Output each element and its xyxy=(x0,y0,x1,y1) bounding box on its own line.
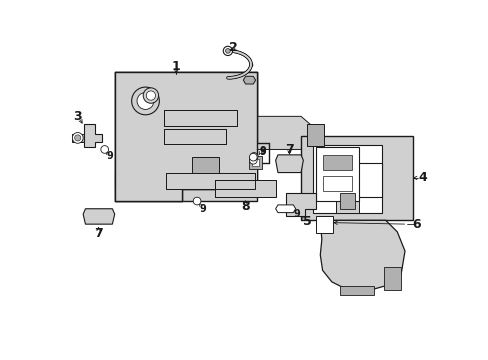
Bar xyxy=(163,110,237,126)
Circle shape xyxy=(146,91,155,100)
Bar xyxy=(166,172,254,189)
Polygon shape xyxy=(115,72,257,201)
Text: 9: 9 xyxy=(106,152,113,161)
Text: 4: 4 xyxy=(417,171,426,184)
Polygon shape xyxy=(335,163,381,213)
Text: 9: 9 xyxy=(259,147,265,157)
Bar xyxy=(191,157,218,172)
Text: 7: 7 xyxy=(94,227,102,240)
Circle shape xyxy=(249,156,257,164)
Polygon shape xyxy=(275,155,303,172)
Text: 3: 3 xyxy=(73,110,82,123)
Polygon shape xyxy=(312,145,381,213)
Polygon shape xyxy=(285,193,316,216)
Text: 2: 2 xyxy=(228,41,237,54)
Bar xyxy=(249,156,261,169)
Bar xyxy=(306,124,324,145)
Bar xyxy=(163,130,225,144)
Circle shape xyxy=(131,87,159,115)
Circle shape xyxy=(225,49,230,53)
Circle shape xyxy=(75,135,81,141)
Bar xyxy=(214,180,276,197)
Circle shape xyxy=(101,145,108,153)
Bar xyxy=(339,193,354,209)
Text: 6: 6 xyxy=(411,218,420,231)
Bar xyxy=(166,172,254,189)
Text: 8: 8 xyxy=(241,200,249,213)
Polygon shape xyxy=(115,172,162,189)
Text: 9: 9 xyxy=(199,204,205,214)
Bar xyxy=(322,155,351,170)
Text: 1: 1 xyxy=(172,60,180,73)
Polygon shape xyxy=(84,124,102,147)
Text: 9: 9 xyxy=(259,146,265,156)
Circle shape xyxy=(193,197,201,205)
Polygon shape xyxy=(320,220,404,291)
Text: 7: 7 xyxy=(285,143,293,156)
Circle shape xyxy=(137,93,154,109)
Polygon shape xyxy=(257,116,312,149)
Circle shape xyxy=(249,153,257,161)
Bar xyxy=(339,286,373,295)
Circle shape xyxy=(143,88,158,103)
Bar xyxy=(115,72,257,201)
Polygon shape xyxy=(71,134,84,142)
Text: 5: 5 xyxy=(302,215,311,228)
Circle shape xyxy=(250,153,257,160)
Circle shape xyxy=(72,132,83,143)
Bar xyxy=(301,136,412,220)
Bar xyxy=(163,130,225,144)
Bar xyxy=(214,180,276,197)
Polygon shape xyxy=(243,76,255,84)
Polygon shape xyxy=(83,209,115,224)
Bar xyxy=(384,266,400,289)
Text: 9: 9 xyxy=(293,209,300,219)
Bar xyxy=(163,110,237,126)
Bar xyxy=(316,147,358,201)
Bar xyxy=(322,176,351,191)
Polygon shape xyxy=(275,205,295,213)
Bar xyxy=(251,159,259,166)
Polygon shape xyxy=(335,163,381,197)
Bar xyxy=(316,216,333,233)
Circle shape xyxy=(223,46,232,55)
